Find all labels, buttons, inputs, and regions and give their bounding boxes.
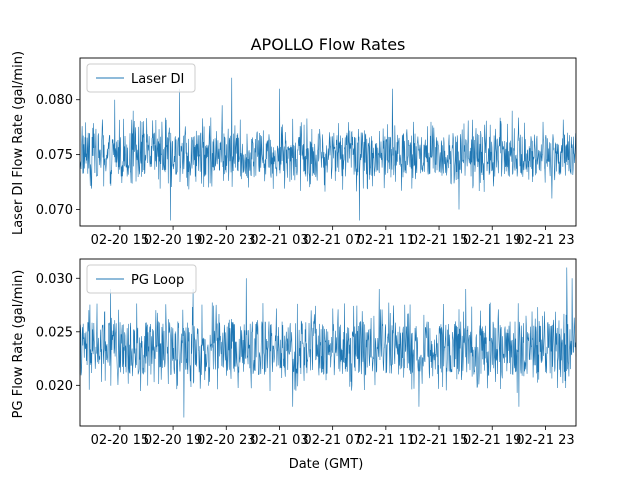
x-tick-label: 02-21 11 [357, 233, 415, 248]
pg-loop-axes-frame [79, 258, 577, 427]
x-tick-label: 02-20 23 [197, 433, 255, 448]
pg-loop-y-axis-label: PG Flow Rate (gal/min) [11, 270, 26, 419]
y-tick-label: 0.025 [36, 325, 73, 340]
x-tick-label: 02-21 07 [303, 433, 361, 448]
x-tick-label: 02-21 15 [410, 233, 468, 248]
legend-label-pg-loop: PG Loop [131, 273, 184, 288]
x-tick-label: 02-20 15 [91, 433, 149, 448]
pg-loop-y-ticks: 0.020 0.025 0.030 [36, 272, 80, 394]
y-tick-label: 0.030 [36, 272, 73, 287]
pg-loop-legend: PG Loop [86, 264, 197, 294]
x-tick-label: 02-20 23 [197, 233, 255, 248]
laser-di-plot-area [79, 77, 577, 221]
x-tick-label: 02-21 07 [303, 233, 361, 248]
chart-title: APOLLO Flow Rates [251, 35, 406, 54]
x-tick-label: 02-21 03 [250, 433, 308, 448]
y-tick-label: 0.080 [36, 93, 73, 108]
y-tick-label: 0.070 [36, 203, 73, 218]
x-tick-label: 02-20 19 [144, 433, 202, 448]
x-tick-label: 02-21 11 [357, 433, 415, 448]
x-tick-label: 02-21 15 [410, 433, 468, 448]
legend-box [86, 63, 196, 93]
y-tick-label: 0.020 [36, 379, 73, 394]
laser-di-y-axis-label: Laser DI Flow Rate (gal/min) [11, 51, 26, 235]
x-tick-label: 02-20 15 [91, 233, 149, 248]
x-axis-label: Date (GMT) [289, 457, 364, 472]
series-line-laser-di [79, 77, 577, 221]
x-tick-label: 02-21 23 [516, 233, 574, 248]
laser-di-legend: Laser DI [86, 63, 196, 93]
laser-di-axes-frame [79, 57, 577, 227]
legend-label-laser-di: Laser DI [131, 72, 184, 87]
x-tick-label: 02-21 19 [463, 433, 521, 448]
x-tick-label: 02-21 03 [250, 233, 308, 248]
x-tick-label: 02-21 19 [463, 233, 521, 248]
legend-box [86, 264, 197, 294]
laser-di-y-ticks: 0.070 0.075 0.080 [36, 93, 80, 218]
series-line-pg-loop [79, 267, 577, 418]
y-tick-label: 0.075 [36, 148, 73, 163]
pg-loop-plot-area [79, 267, 577, 418]
x-tick-label: 02-21 23 [516, 433, 574, 448]
x-tick-label: 02-20 19 [144, 233, 202, 248]
